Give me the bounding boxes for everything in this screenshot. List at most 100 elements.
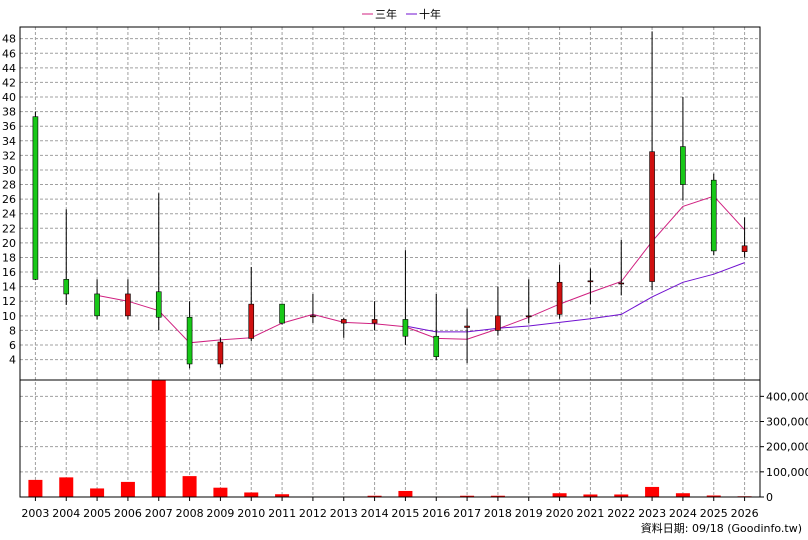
candle-body <box>402 319 409 337</box>
grid <box>20 27 760 497</box>
year-tick-label: 2004 <box>52 507 80 520</box>
legend-ma3-label: 三年 <box>375 7 397 21</box>
candle-body <box>525 315 532 318</box>
price-tick-label: 22 <box>2 222 16 235</box>
price-tick-label: 34 <box>2 135 16 148</box>
price-tick-label: 20 <box>2 237 16 250</box>
price-tick-label: 12 <box>2 295 16 308</box>
price-tick-label: 30 <box>2 164 16 177</box>
candle-body <box>155 291 162 318</box>
candle-body <box>310 315 316 318</box>
year-tick-label: 2010 <box>237 507 265 520</box>
candle-body <box>279 303 285 324</box>
volume-bar <box>460 495 475 497</box>
candle-body <box>433 335 440 357</box>
candle-body <box>63 279 70 295</box>
year-tick-label: 2024 <box>669 507 697 520</box>
candle-body <box>464 325 470 328</box>
moving-average-line <box>405 262 745 333</box>
year-tick-label: 2013 <box>330 507 358 520</box>
volume-bar <box>398 490 413 497</box>
price-tick-label: 46 <box>2 47 16 60</box>
volume-bar <box>90 488 105 497</box>
price-tick-label: 42 <box>2 76 16 89</box>
year-tick-label: 2016 <box>422 507 450 520</box>
volume-tick-label: 300,000 <box>766 416 808 429</box>
volume-tick-label: 200,000 <box>766 441 808 454</box>
year-tick-label: 2020 <box>546 507 574 520</box>
year-tick-label: 2023 <box>638 507 666 520</box>
volume-bar <box>583 494 598 497</box>
year-tick-label: 2008 <box>176 507 204 520</box>
volume-bar <box>151 380 166 497</box>
volume-bars <box>28 380 752 497</box>
price-axis: 4681012141618202224262830323436384042444… <box>2 33 16 367</box>
candle-body <box>495 315 501 331</box>
year-tick-label: 2018 <box>484 507 512 520</box>
price-tick-label: 38 <box>2 106 16 119</box>
price-tick-label: 18 <box>2 251 16 264</box>
year-tick-label: 2014 <box>361 507 389 520</box>
volume-tick-label: 0 <box>766 491 773 504</box>
volume-bar <box>675 493 690 497</box>
year-tick-label: 2011 <box>268 507 296 520</box>
volume-tick-label: 100,000 <box>766 466 808 479</box>
candlesticks <box>32 31 748 369</box>
year-tick-label: 2006 <box>114 507 142 520</box>
volume-axis: 0 100,000 200,000 300,000 400,000 <box>760 390 808 504</box>
candle-body <box>125 293 131 317</box>
price-tick-label: 44 <box>2 62 16 75</box>
year-tick-label: 2009 <box>206 507 234 520</box>
legend: 三年 十年 <box>362 7 441 21</box>
price-tick-label: 48 <box>2 33 16 46</box>
volume-bar <box>706 495 721 497</box>
year-tick-label: 2003 <box>21 507 49 520</box>
year-tick-label: 2012 <box>299 507 327 520</box>
price-tick-label: 16 <box>2 266 16 279</box>
year-tick-label: 2026 <box>731 507 759 520</box>
volume-bar <box>645 486 660 497</box>
volume-tick-label: 400,000 <box>766 390 808 403</box>
year-tick-label: 2017 <box>453 507 481 520</box>
candle-body <box>340 319 347 324</box>
price-tick-label: 24 <box>2 208 16 221</box>
volume-bar <box>244 492 259 497</box>
volume-bar <box>120 481 135 497</box>
candle-body <box>587 280 594 283</box>
year-tick-label: 2015 <box>391 507 419 520</box>
year-tick-label: 2025 <box>700 507 728 520</box>
volume-bar <box>552 493 567 497</box>
candle-body <box>371 319 378 324</box>
volume-bar <box>275 494 290 497</box>
year-tick-label: 2021 <box>576 507 604 520</box>
volume-bar <box>367 495 382 497</box>
candle-body <box>556 281 563 315</box>
price-tick-label: 40 <box>2 91 16 104</box>
year-tick-label: 2007 <box>145 507 173 520</box>
candle-body <box>680 146 686 185</box>
candle-body <box>618 282 625 285</box>
moving-average-lines <box>97 195 745 344</box>
candle-body <box>217 341 224 365</box>
year-axis: 2003 2004 2005 2006 2007 2008 2009 2010 2011 2012… <box>21 497 759 520</box>
candle-body <box>248 303 255 339</box>
volume-bar <box>182 476 197 497</box>
volume-bar <box>614 494 629 497</box>
year-tick-label: 2019 <box>515 507 543 520</box>
year-tick-label: 2005 <box>83 507 111 520</box>
price-tick-label: 14 <box>2 281 16 294</box>
candle-body <box>741 245 748 252</box>
candle-body <box>186 316 193 365</box>
candle-body <box>710 179 717 252</box>
candle-body <box>32 116 39 280</box>
price-tick-label: 32 <box>2 149 16 162</box>
price-tick-label: 6 <box>9 339 16 352</box>
candle-body <box>649 151 655 282</box>
candle-body <box>94 293 100 317</box>
volume-bar <box>213 487 228 497</box>
year-tick-label: 2022 <box>607 507 635 520</box>
data-date-footer: 資料日期: 09/18 (Goodinfo.tw) <box>641 521 802 535</box>
price-tick-label: 36 <box>2 120 16 133</box>
price-tick-label: 8 <box>9 324 16 337</box>
